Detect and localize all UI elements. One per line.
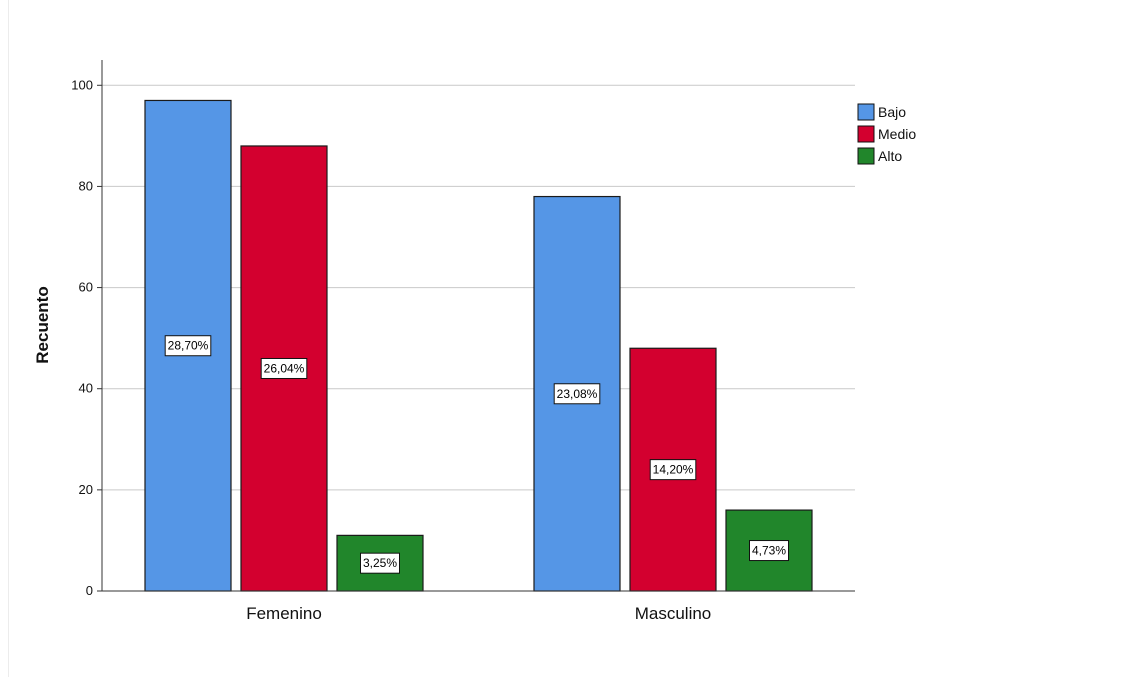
- y-tick-label: 20: [79, 482, 93, 497]
- data-label: 4,73%: [752, 544, 786, 558]
- legend-label-bajo: Bajo: [878, 104, 906, 120]
- data-label-box: [260, 357, 308, 379]
- data-label-box: [749, 540, 789, 562]
- y-tick-label: 40: [79, 381, 93, 396]
- legend-label-medio: Medio: [878, 126, 916, 142]
- data-label-box: [553, 383, 601, 405]
- axes: 0 20 40 60 80 100 Femenino Masculino: [71, 60, 855, 623]
- legend-swatch-bajo: [857, 103, 875, 121]
- data-label-box: [360, 552, 400, 574]
- data-labels-group: 28,70% 26,04% 3,25% 23,08% 14,20% 4,73%: [164, 335, 789, 574]
- legend: Bajo Medio Alto: [857, 103, 916, 165]
- y-tick-label: 80: [79, 178, 93, 193]
- legend-swatch-medio: [857, 125, 875, 143]
- y-axis-label: Recuento: [33, 286, 52, 363]
- y-tick-label: 0: [86, 583, 93, 598]
- legend-label-alto: Alto: [878, 148, 902, 164]
- data-label-box: [164, 335, 212, 357]
- data-label: 26,04%: [264, 361, 305, 375]
- x-category-label: Masculino: [635, 604, 712, 623]
- data-label: 14,20%: [653, 463, 694, 477]
- x-category-label: Femenino: [246, 604, 322, 623]
- data-label: 28,70%: [168, 339, 209, 353]
- data-label: 23,08%: [557, 387, 598, 401]
- y-tick-label: 100: [71, 77, 93, 92]
- data-label: 3,25%: [363, 556, 397, 570]
- bars-group: [144, 99, 813, 592]
- data-label-box: [649, 459, 697, 481]
- y-tick-label: 60: [79, 280, 93, 295]
- legend-swatch-alto: [857, 147, 875, 165]
